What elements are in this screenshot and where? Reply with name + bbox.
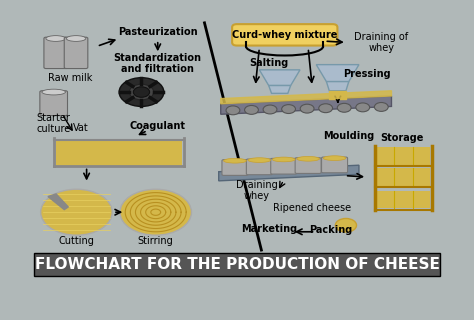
Polygon shape bbox=[48, 194, 68, 210]
Polygon shape bbox=[221, 91, 392, 104]
Text: Stirring: Stirring bbox=[138, 236, 173, 246]
Text: Vat: Vat bbox=[73, 123, 88, 133]
Text: Cutting: Cutting bbox=[58, 236, 94, 246]
FancyBboxPatch shape bbox=[246, 159, 273, 175]
Circle shape bbox=[129, 84, 154, 100]
Circle shape bbox=[41, 189, 112, 235]
Ellipse shape bbox=[46, 36, 65, 41]
Circle shape bbox=[119, 78, 164, 107]
Ellipse shape bbox=[42, 89, 65, 95]
Text: Standardization
and filtration: Standardization and filtration bbox=[114, 52, 202, 74]
FancyBboxPatch shape bbox=[56, 140, 182, 166]
Text: Pressing: Pressing bbox=[343, 69, 391, 79]
Ellipse shape bbox=[273, 157, 295, 162]
FancyBboxPatch shape bbox=[64, 37, 88, 68]
FancyBboxPatch shape bbox=[321, 157, 347, 173]
Circle shape bbox=[336, 219, 356, 232]
Circle shape bbox=[356, 103, 370, 112]
FancyBboxPatch shape bbox=[34, 253, 440, 276]
Circle shape bbox=[263, 105, 277, 114]
Text: Salting: Salting bbox=[249, 58, 288, 68]
Text: Coagulant: Coagulant bbox=[130, 121, 186, 131]
Polygon shape bbox=[327, 82, 349, 91]
Circle shape bbox=[300, 104, 314, 113]
Polygon shape bbox=[219, 165, 359, 181]
Ellipse shape bbox=[66, 36, 86, 41]
Text: Starter
culture: Starter culture bbox=[36, 113, 71, 134]
Text: Pasteurization: Pasteurization bbox=[118, 27, 198, 37]
Text: Raw milk: Raw milk bbox=[48, 73, 92, 83]
Polygon shape bbox=[269, 85, 291, 93]
FancyBboxPatch shape bbox=[295, 158, 321, 173]
Circle shape bbox=[245, 106, 258, 114]
FancyBboxPatch shape bbox=[44, 37, 67, 68]
Text: Packing: Packing bbox=[309, 225, 352, 235]
Circle shape bbox=[120, 189, 191, 235]
FancyBboxPatch shape bbox=[232, 24, 337, 45]
Circle shape bbox=[374, 102, 388, 111]
Polygon shape bbox=[221, 96, 392, 114]
Polygon shape bbox=[259, 70, 300, 85]
Circle shape bbox=[282, 105, 295, 114]
Text: Moulding: Moulding bbox=[323, 132, 374, 141]
Text: Draining of
whey: Draining of whey bbox=[354, 32, 409, 53]
Circle shape bbox=[337, 103, 351, 112]
Ellipse shape bbox=[224, 158, 246, 163]
FancyBboxPatch shape bbox=[271, 158, 297, 174]
Circle shape bbox=[133, 87, 150, 97]
FancyBboxPatch shape bbox=[377, 168, 430, 186]
Circle shape bbox=[319, 104, 333, 113]
Circle shape bbox=[226, 106, 240, 115]
Text: Ripened cheese: Ripened cheese bbox=[273, 203, 351, 213]
Ellipse shape bbox=[323, 156, 346, 161]
FancyBboxPatch shape bbox=[377, 190, 430, 208]
FancyBboxPatch shape bbox=[377, 148, 430, 165]
FancyBboxPatch shape bbox=[222, 160, 248, 175]
Text: Curd-whey mixture: Curd-whey mixture bbox=[232, 30, 337, 40]
Ellipse shape bbox=[297, 156, 319, 161]
FancyBboxPatch shape bbox=[40, 91, 67, 116]
Polygon shape bbox=[316, 65, 359, 82]
Text: FLOWCHART FOR THE PRODUCTION OF CHEESE: FLOWCHART FOR THE PRODUCTION OF CHEESE bbox=[35, 257, 439, 272]
Ellipse shape bbox=[248, 158, 271, 163]
Text: Marketing: Marketing bbox=[241, 224, 297, 234]
Text: Draining
whey: Draining whey bbox=[236, 180, 277, 201]
Text: Storage: Storage bbox=[380, 133, 423, 143]
